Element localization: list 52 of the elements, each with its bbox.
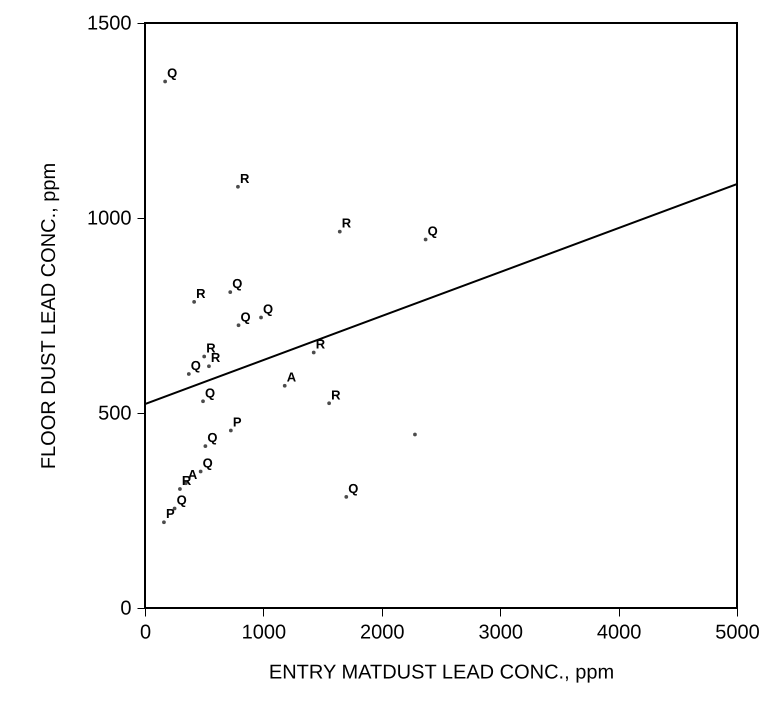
point <box>202 354 206 358</box>
point <box>338 230 342 234</box>
text: R <box>342 216 352 231</box>
point <box>198 470 203 474</box>
point <box>228 428 233 432</box>
text: Q <box>190 358 201 373</box>
point <box>192 300 196 304</box>
text: Q <box>232 276 242 292</box>
point <box>327 401 331 406</box>
x-tick-label: 3000 <box>478 622 523 644</box>
text: R <box>240 170 250 186</box>
point <box>344 494 348 499</box>
text: R <box>196 286 206 301</box>
point <box>259 316 263 320</box>
y-axis-title: FLOOR DUST LEAD CONC., ppm <box>38 162 60 470</box>
point <box>207 364 211 368</box>
point <box>228 290 232 294</box>
y-tick-label: 0 <box>120 598 132 620</box>
point <box>413 432 417 436</box>
series-label: P <box>166 506 175 522</box>
text: Q <box>207 430 218 446</box>
point <box>204 444 208 448</box>
y-tick-label: 500 <box>98 402 132 424</box>
y-tick-label: 1500 <box>87 12 132 34</box>
text: Q <box>205 385 216 400</box>
point <box>186 372 191 376</box>
point <box>163 80 167 84</box>
series-label: A <box>286 370 297 385</box>
x-tick-label: 2000 <box>360 622 405 644</box>
point <box>236 323 240 328</box>
text: Q <box>202 456 213 470</box>
point <box>282 384 287 388</box>
series-label: R <box>331 387 342 402</box>
x-tick-label: 0 <box>140 622 152 644</box>
text: Q <box>428 223 438 238</box>
point <box>162 520 166 524</box>
text: P <box>232 414 242 430</box>
x-tick-label: 4000 <box>596 622 642 644</box>
point <box>201 399 205 404</box>
point <box>312 350 316 354</box>
series-label: Q <box>263 301 274 316</box>
point <box>236 184 240 189</box>
y-tick-label: 1000 <box>87 208 132 230</box>
x-tick-label: 5000 <box>715 622 760 644</box>
point <box>178 487 182 491</box>
text: Q <box>348 480 358 496</box>
x-axis-title: ENTRY MATDUST LEAD CONC., ppm <box>268 662 614 684</box>
point <box>424 238 428 242</box>
text: Q <box>167 66 178 80</box>
text: Q <box>176 492 187 508</box>
text: Q <box>240 309 251 324</box>
x-tick-label: 1000 <box>242 622 286 644</box>
